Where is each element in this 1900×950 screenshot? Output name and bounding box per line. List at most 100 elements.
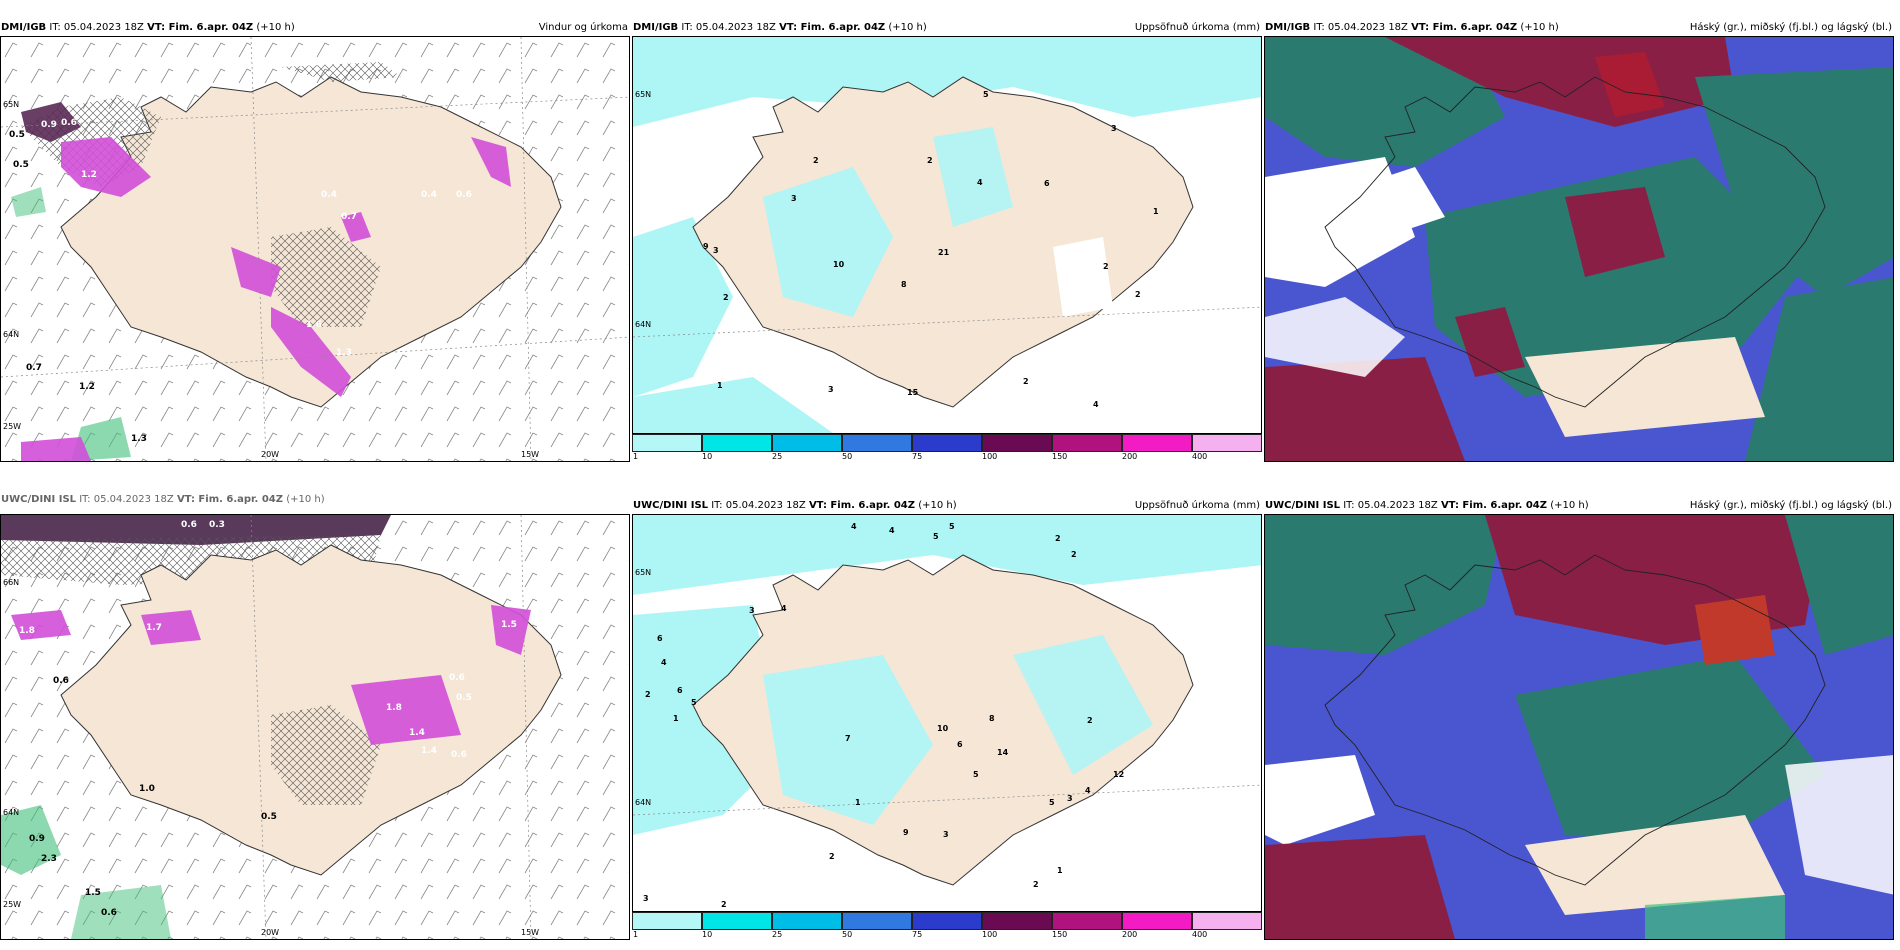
colorbar-tick: 50 — [842, 930, 853, 939]
map-cloud-cover — [1264, 36, 1894, 462]
map-accumulated-precip: 65N 64N 4 4 5 5 2 2 6 4 2 3 4 6 5 1 7 10… — [632, 514, 1262, 912]
precip-value: 3 — [1067, 794, 1073, 803]
colorbar-tick: 400 — [1192, 452, 1208, 461]
iceland-coastline — [1324, 76, 1826, 408]
precip-value: 1.3 — [336, 348, 352, 358]
map-svg — [1265, 37, 1893, 461]
colorbar-tick: 200 — [1122, 452, 1138, 461]
panel-header: DMI/IGB IT: 05.04.2023 18Z VT: Fim. 6.ap… — [0, 20, 630, 36]
precip-value: 0.6 — [101, 908, 117, 918]
valid-time: VT: Fim. 6.apr. 04Z — [176, 494, 284, 505]
colorbar-tick: 75 — [912, 452, 923, 461]
precip-value: 5 — [1049, 798, 1055, 807]
precip-value: 2 — [1033, 880, 1039, 889]
value-labels: 5 3 2 2 3 4 6 1 3 9 10 8 21 2 2 2 1 3 15… — [703, 90, 1159, 409]
lon-label: 15W — [521, 450, 539, 459]
precip-value: 0.6 — [456, 190, 472, 200]
precip-value: 1.4 — [409, 728, 425, 738]
precip-value: 3 — [828, 385, 834, 394]
precip-value: 0.4 — [421, 190, 437, 200]
map-svg: 20W 15W 65N 64N 25W 0.5 0.5 0.9 0.6 1.2 … — [1, 37, 629, 461]
precip-value: 1.4 — [421, 746, 437, 756]
model-name: UWC/DINI ISL — [633, 500, 709, 511]
panel-header: DMI/IGB IT: 05.04.2023 18Z VT: Fim. 6.ap… — [1264, 20, 1894, 36]
precip-value: 4 — [781, 604, 787, 613]
precip-value: 0.3 — [209, 520, 225, 530]
product-title: Vindur og úrkoma — [538, 22, 628, 33]
map-wind-precip: 20W 15W 66N 64N 25W 0.6 0.3 1.8 0.6 1.7 … — [0, 514, 630, 940]
panel-top-right: DMI/IGB IT: 05.04.2023 18Z VT: Fim. 6.ap… — [1264, 0, 1894, 470]
colorbar-tick: 1 — [633, 930, 639, 939]
precip-value: 2 — [829, 852, 835, 861]
lat-label: 66N — [3, 578, 19, 587]
precip-value: 9 — [903, 828, 909, 837]
panel-header: UWC/DINI ISL IT: 05.04.2023 18Z VT: Fim.… — [0, 492, 630, 508]
valid-time: VT: Fim. 6.apr. 04Z — [147, 22, 254, 33]
precip-value: 5 — [691, 698, 697, 707]
precip-value: 6 — [657, 634, 663, 643]
precip-value: 4 — [661, 658, 667, 667]
lead-time: (+10 h) — [256, 22, 295, 33]
valid-time: VT: Fim. 6.apr. 04Z — [1440, 500, 1548, 511]
iceland-landmass — [692, 76, 1194, 408]
panel-bottom-mid: UWC/DINI ISL IT: 05.04.2023 18Z VT: Fim.… — [632, 478, 1262, 948]
lat-label: 65N — [635, 568, 651, 577]
product-title: Háský (gr.), miðský (fj.bl.) og lágský (… — [1689, 22, 1892, 33]
colorbar-swatch — [1192, 434, 1262, 452]
precip-value: 3 — [943, 830, 949, 839]
precip-value: 0.4 — [321, 190, 337, 200]
precip-value: 0.6 — [61, 118, 77, 128]
colorbar-tick: 200 — [1122, 930, 1138, 939]
lead-time: (+10 h) — [1550, 500, 1589, 511]
precip-value: 1.7 — [146, 623, 162, 633]
colorbar-tick: 100 — [982, 452, 998, 461]
precip-value: 1 — [673, 714, 679, 723]
colorbar-swatch — [1052, 434, 1122, 452]
precip-value: 2 — [645, 690, 651, 699]
precip-value: 2 — [1055, 534, 1061, 543]
precip-value: 3 — [749, 606, 755, 615]
colorbar-tick: 400 — [1192, 930, 1208, 939]
precip-value: 1.5 — [501, 620, 517, 630]
lon-label: 20W — [261, 450, 279, 459]
precip-value: 2 — [1103, 262, 1109, 271]
colorbar-swatch — [912, 434, 982, 452]
model-name: UWC/DINI ISL — [1265, 500, 1341, 511]
precip-value: 2 — [1071, 550, 1077, 559]
map-svg: 65N 64N 4 4 5 5 2 2 6 4 2 3 4 6 5 1 7 10… — [633, 515, 1261, 911]
map-svg — [1265, 515, 1893, 939]
precip-value: 0.8 — [496, 125, 512, 135]
precip-value: 4 — [1085, 786, 1091, 795]
precip-value: 1.5 — [85, 888, 101, 898]
precip-value: 8 — [901, 280, 907, 289]
precip-value: 14 — [997, 748, 1009, 757]
colorbar-tick: 25 — [772, 930, 783, 939]
lat-label: 64N — [3, 808, 19, 817]
colorbar-tick: 100 — [982, 930, 998, 939]
precip-value: 0.6 — [451, 750, 467, 760]
issue-time: IT: 05.04.2023 18Z — [1313, 22, 1408, 33]
precip-value: 5 — [973, 770, 979, 779]
colorbar: 1 10 25 50 75 100 150 200 400 — [632, 912, 1262, 940]
iceland-coastline — [1324, 554, 1826, 886]
valid-time: VT: Fim. 6.apr. 04Z — [779, 22, 886, 33]
value-labels: 4 4 5 5 2 2 6 4 2 3 4 6 5 1 7 10 8 6 5 2 — [643, 522, 1124, 909]
model-name: DMI/IGB — [1, 22, 47, 33]
colorbar-tick: 1 — [633, 452, 639, 461]
precip-value: 0.5 — [261, 812, 277, 822]
precip-value: 0.7 — [341, 212, 357, 222]
precip-value: 7 — [845, 734, 851, 743]
precip-value: 1 — [717, 381, 723, 390]
precip-value: 3 — [1111, 124, 1117, 133]
precip-value: 0.9 — [41, 120, 57, 130]
precip-value: 6 — [957, 740, 963, 749]
precip-value: 12 — [1113, 770, 1124, 779]
colorbar-swatch — [1052, 912, 1122, 930]
colorbar-swatch — [982, 912, 1052, 930]
precip-value: 9 — [703, 242, 709, 251]
lat-label: 25W — [3, 422, 21, 431]
precip-value: 0.6 — [53, 676, 69, 686]
precip-value: 2 — [927, 156, 933, 165]
precip-value: 5 — [983, 90, 989, 99]
precip-value: 0.6 — [181, 520, 197, 530]
